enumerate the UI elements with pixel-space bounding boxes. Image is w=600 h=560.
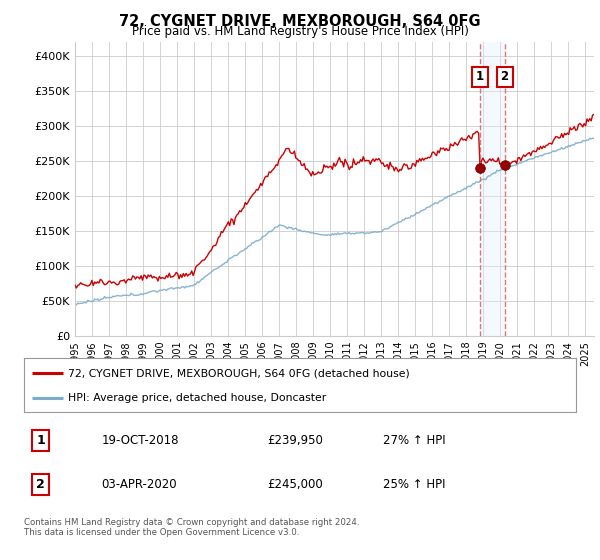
Text: HPI: Average price, detached house, Doncaster: HPI: Average price, detached house, Donc… [68,393,326,403]
Text: Price paid vs. HM Land Registry's House Price Index (HPI): Price paid vs. HM Land Registry's House … [131,25,469,38]
Text: 19-OCT-2018: 19-OCT-2018 [101,434,179,447]
Text: 27% ↑ HPI: 27% ↑ HPI [383,434,445,447]
Text: £239,950: £239,950 [267,434,323,447]
Text: 2: 2 [500,71,509,83]
Text: £245,000: £245,000 [267,478,323,492]
Text: 2: 2 [36,478,45,492]
Text: 25% ↑ HPI: 25% ↑ HPI [383,478,445,492]
Text: 03-APR-2020: 03-APR-2020 [101,478,177,492]
Text: 1: 1 [476,71,484,83]
Text: 72, CYGNET DRIVE, MEXBOROUGH, S64 0FG: 72, CYGNET DRIVE, MEXBOROUGH, S64 0FG [119,14,481,29]
Bar [480,42,505,336]
Text: 1: 1 [36,434,45,447]
Text: Contains HM Land Registry data © Crown copyright and database right 2024.
This d: Contains HM Land Registry data © Crown c… [24,518,359,538]
Text: 72, CYGNET DRIVE, MEXBOROUGH, S64 0FG (detached house): 72, CYGNET DRIVE, MEXBOROUGH, S64 0FG (d… [68,368,410,379]
